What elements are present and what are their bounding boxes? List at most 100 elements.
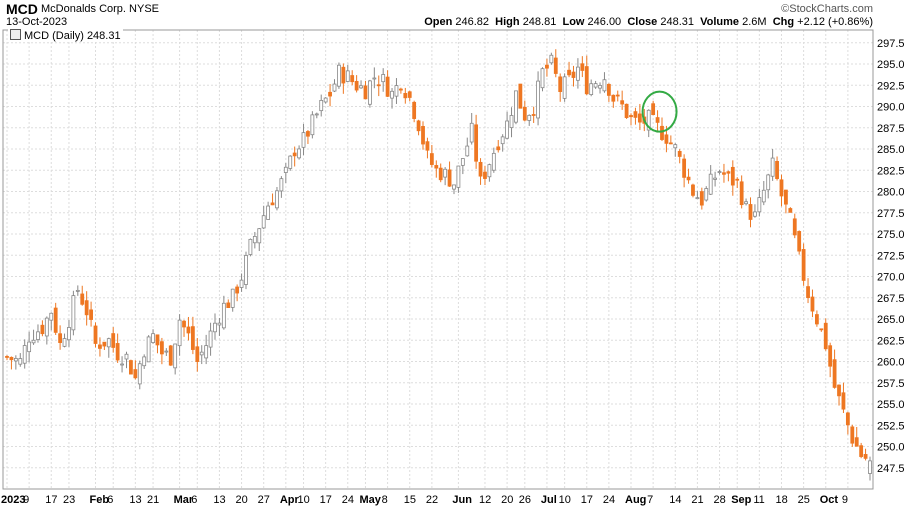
candle-body-down bbox=[677, 151, 682, 157]
candle-body-up bbox=[275, 190, 279, 209]
y-tick-label: 247.5 bbox=[877, 463, 905, 475]
candle-body-up bbox=[323, 97, 328, 103]
candle-body-up bbox=[204, 345, 209, 359]
open-value: 246.82 bbox=[455, 16, 490, 28]
candle-body-down bbox=[518, 83, 523, 109]
candle-body-up bbox=[36, 331, 40, 340]
candle bbox=[266, 201, 271, 220]
candle bbox=[350, 70, 355, 86]
candle bbox=[832, 349, 837, 389]
candle-body-up bbox=[239, 279, 244, 288]
candle-body-up bbox=[757, 197, 762, 213]
candle-body-down bbox=[483, 171, 487, 179]
candle-body-down bbox=[633, 111, 638, 118]
candle bbox=[332, 79, 337, 93]
candle bbox=[58, 325, 63, 350]
candle-body-down bbox=[779, 179, 784, 197]
candle bbox=[239, 273, 244, 292]
candle bbox=[283, 163, 288, 184]
candle-body-down bbox=[545, 64, 549, 69]
candle bbox=[691, 183, 695, 198]
candle bbox=[275, 186, 279, 211]
x-tick-label: 23 bbox=[63, 494, 75, 506]
y-tick-label: 292.5 bbox=[877, 80, 905, 92]
x-tick-label: 9 bbox=[23, 494, 29, 506]
candle-body-down bbox=[775, 160, 779, 179]
candle-body-up bbox=[314, 113, 319, 116]
candle-body-up bbox=[310, 114, 315, 136]
x-tick-label: 7 bbox=[647, 494, 653, 506]
candle bbox=[633, 107, 638, 125]
y-tick-label: 260.0 bbox=[877, 357, 905, 369]
candle bbox=[310, 111, 315, 139]
candle-body-up bbox=[217, 322, 222, 326]
candle-body-down bbox=[398, 88, 403, 91]
candle bbox=[80, 285, 85, 306]
candle-body-up bbox=[67, 327, 71, 341]
candle-body-up bbox=[443, 168, 448, 178]
candle bbox=[49, 312, 54, 331]
close-label: Close bbox=[627, 16, 658, 28]
candle bbox=[841, 382, 846, 414]
candle-body-up bbox=[602, 79, 607, 92]
x-tick-label: Feb bbox=[90, 494, 110, 506]
candle-body-up bbox=[713, 177, 718, 180]
candle-body-down bbox=[102, 341, 107, 347]
candle-body-up bbox=[598, 85, 602, 89]
candle-body-down bbox=[350, 75, 355, 83]
candle-body-up bbox=[266, 205, 271, 220]
candle bbox=[735, 177, 740, 189]
candle-body-up bbox=[137, 363, 142, 385]
candle bbox=[726, 170, 731, 182]
candle bbox=[438, 163, 443, 183]
candle-body-down bbox=[567, 69, 571, 76]
x-tick-label: 9 bbox=[842, 494, 848, 506]
candle bbox=[328, 83, 332, 107]
candle bbox=[527, 114, 532, 126]
candle-body-down bbox=[580, 63, 585, 71]
candle-body-up bbox=[18, 358, 23, 365]
candle bbox=[801, 243, 806, 286]
candle bbox=[270, 193, 275, 206]
candle-body-up bbox=[124, 353, 129, 360]
candle-body-down bbox=[159, 341, 164, 355]
candle-body-down bbox=[93, 325, 98, 344]
candle bbox=[814, 310, 819, 327]
candle bbox=[341, 63, 346, 94]
candle-body-down bbox=[784, 189, 788, 205]
x-tick-label: 18 bbox=[775, 494, 787, 506]
candle bbox=[478, 158, 483, 185]
candle bbox=[98, 337, 102, 357]
chg-label: Chg bbox=[772, 16, 795, 28]
x-tick-label: 10 bbox=[298, 494, 310, 506]
candle bbox=[199, 345, 204, 365]
candle-body-up bbox=[151, 333, 155, 343]
candle bbox=[766, 173, 771, 199]
candle bbox=[571, 65, 576, 87]
candle bbox=[257, 227, 262, 252]
plot-frame bbox=[2, 29, 874, 490]
candle-body-up bbox=[288, 155, 293, 169]
candle bbox=[757, 188, 762, 217]
candle bbox=[186, 316, 191, 341]
candle-body-up bbox=[319, 100, 324, 112]
candle bbox=[111, 327, 116, 353]
candle-body-down bbox=[730, 166, 735, 186]
candle-body-down bbox=[182, 320, 186, 328]
candle bbox=[230, 288, 235, 312]
candle-body-up bbox=[549, 54, 554, 64]
x-tick-label: 14 bbox=[669, 494, 681, 506]
candle bbox=[748, 197, 753, 228]
candle bbox=[208, 322, 213, 356]
candle-body-up bbox=[146, 336, 151, 363]
candle bbox=[593, 80, 598, 89]
candle bbox=[611, 94, 616, 108]
candle bbox=[425, 137, 430, 159]
candle-body-down bbox=[664, 134, 669, 144]
candle bbox=[695, 191, 700, 200]
candle-body-down bbox=[814, 314, 819, 325]
high-label: High bbox=[495, 16, 520, 28]
candle bbox=[837, 384, 841, 406]
